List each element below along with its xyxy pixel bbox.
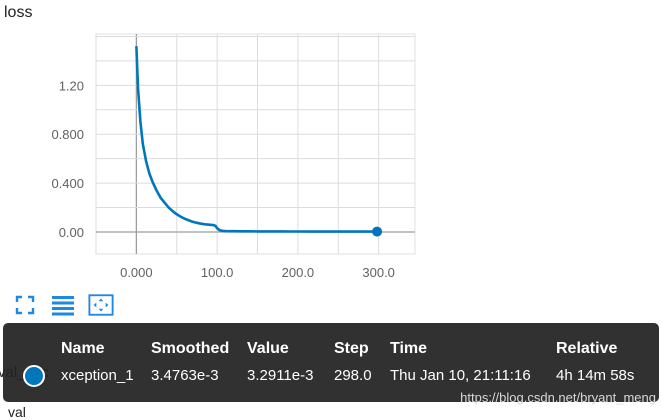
y-tick-label: 0.800: [51, 127, 84, 142]
chart-toolbar: [12, 292, 126, 318]
chart-title: loss: [4, 4, 33, 21]
chart-series: [135, 46, 383, 237]
loss-chart: 0.00 0.400 0.800 1.20 0.000 100.0 200.0 300.0: [51, 33, 416, 280]
watermark-text: https://blog.csdn.net/bryant_meng: [460, 390, 656, 405]
tooltip-header-step: Step: [334, 340, 369, 357]
series-color-swatch: [23, 365, 45, 387]
tooltip-time: Thu Jan 10, 21:11:16: [390, 367, 531, 384]
tooltip-header-name: Name: [61, 340, 105, 357]
y-axis-ticks: 0.00 0.400 0.800 1.20: [51, 78, 84, 240]
x-tick-label: 200.0: [282, 265, 315, 280]
tooltip-raw-value: 3.2911e-3: [247, 367, 314, 384]
toggle-log-scale-icon: [52, 296, 74, 316]
fit-domain-button[interactable]: [88, 292, 114, 318]
tooltip-header-row: Name Smoothed Value Step Time Relative: [3, 336, 659, 362]
tooltip-smoothed-value: 3.4763e-3: [151, 367, 219, 384]
chart-tooltip: Name Smoothed Value Step Time Relative x…: [3, 323, 659, 402]
tooltip-header-value: Value: [247, 340, 289, 357]
y-tick-label: 1.20: [59, 78, 84, 93]
y-tick-label: 0.400: [51, 176, 84, 191]
chart-grid: [95, 33, 416, 255]
tooltip-run-name: xception_1: [61, 367, 134, 384]
fit-domain-icon: [88, 294, 114, 316]
x-tick-label: 0.000: [120, 265, 153, 280]
x-tick-label: 100.0: [201, 265, 234, 280]
x-tick-label: 300.0: [362, 265, 395, 280]
highlight-point: [372, 226, 383, 237]
toggle-log-scale-button[interactable]: [50, 292, 76, 318]
tooltip-header-relative: Relative: [556, 340, 618, 357]
background-bottom-label: val: [8, 404, 26, 420]
series-line-xception_1: [135, 46, 378, 233]
y-tick-label: 0.00: [59, 225, 84, 240]
expand-icon: [15, 295, 35, 315]
tooltip-header-time: Time: [390, 340, 428, 357]
tooltip-header-smoothed: Smoothed: [151, 340, 230, 357]
tooltip-step: 298.0: [334, 367, 372, 384]
expand-button[interactable]: [12, 292, 38, 318]
x-axis-ticks: 0.000 100.0 200.0 300.0: [120, 265, 395, 280]
tooltip-data-row: xception_1 3.4763e-3 3.2911e-3 298.0 Thu…: [3, 363, 659, 389]
tooltip-relative: 4h 14m 58s: [556, 367, 635, 384]
